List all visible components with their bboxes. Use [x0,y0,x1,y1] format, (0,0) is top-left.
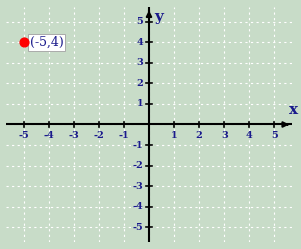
Text: 1: 1 [137,99,144,109]
Text: -1: -1 [119,131,129,140]
Point [21,40,26,44]
Text: -3: -3 [133,182,144,190]
Text: y: y [154,9,163,23]
Text: 4: 4 [246,131,253,140]
Text: 3: 3 [137,59,144,67]
Text: -4: -4 [43,131,54,140]
Text: 5: 5 [137,17,144,26]
Text: 3: 3 [221,131,228,140]
Text: 1: 1 [171,131,177,140]
Text: -1: -1 [133,140,144,150]
Text: -3: -3 [68,131,79,140]
Text: -5: -5 [133,223,144,232]
Text: -2: -2 [93,131,104,140]
Text: -2: -2 [133,161,144,170]
Text: x: x [289,103,298,117]
Text: 4: 4 [137,38,144,47]
Text: 5: 5 [271,131,278,140]
Text: -5: -5 [18,131,29,140]
Text: 2: 2 [137,79,144,88]
Text: (-5,4): (-5,4) [30,36,64,49]
Text: 2: 2 [196,131,203,140]
Text: -4: -4 [133,202,144,211]
